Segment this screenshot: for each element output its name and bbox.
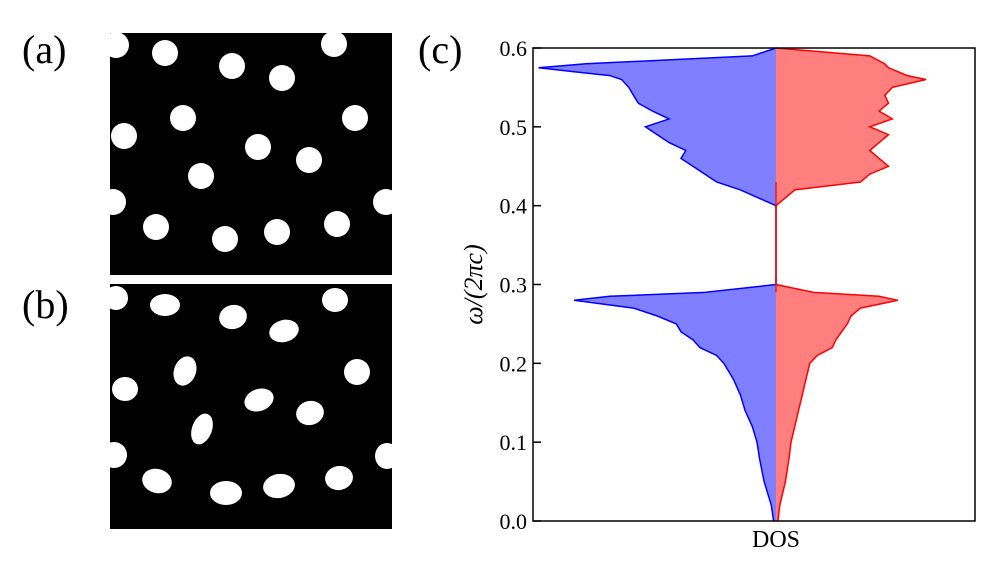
particle <box>111 123 137 149</box>
particle <box>324 211 350 237</box>
particle <box>263 473 295 499</box>
panel-label-c: (c) <box>418 27 463 72</box>
particle <box>269 65 295 91</box>
particle <box>373 189 399 215</box>
particle <box>152 40 178 66</box>
particle <box>375 443 399 469</box>
y-tick-label: 0.3 <box>500 273 528 298</box>
y-axis-label: ω/(2πc) <box>459 244 488 324</box>
right-dos-fill <box>776 48 926 521</box>
particle <box>173 356 197 386</box>
particle <box>188 163 214 189</box>
particle <box>112 377 138 401</box>
panel-label-a: (a) <box>22 27 67 72</box>
particle <box>269 319 299 343</box>
particle <box>296 400 324 426</box>
particle <box>344 359 370 385</box>
particle <box>264 219 290 245</box>
particle <box>104 286 128 310</box>
particle <box>101 442 127 468</box>
particle <box>142 468 172 494</box>
particle <box>219 304 247 330</box>
particle <box>191 413 213 445</box>
y-tick-label: 0.1 <box>500 430 528 455</box>
y-tick-label: 0.4 <box>500 194 528 219</box>
particle <box>100 189 126 215</box>
particle <box>150 294 180 316</box>
particle <box>170 105 196 131</box>
left-dos-fill <box>538 48 776 521</box>
particle <box>244 388 274 412</box>
particle <box>212 226 238 252</box>
particle <box>296 147 322 173</box>
particle <box>322 288 348 312</box>
particle <box>103 32 129 58</box>
particle <box>245 134 271 160</box>
x-axis-label: DOS <box>752 527 800 553</box>
particle <box>210 481 242 505</box>
y-tick-label: 0.2 <box>500 351 528 376</box>
y-tick-label: 0.5 <box>500 115 528 140</box>
y-tick-label: 0.0 <box>500 509 528 534</box>
particle <box>219 53 245 79</box>
particle <box>321 31 347 57</box>
y-tick-label: 0.6 <box>500 36 528 61</box>
particle <box>143 214 169 240</box>
particle <box>325 465 353 491</box>
panel-label-b: (b) <box>22 282 69 327</box>
particle <box>342 105 368 131</box>
